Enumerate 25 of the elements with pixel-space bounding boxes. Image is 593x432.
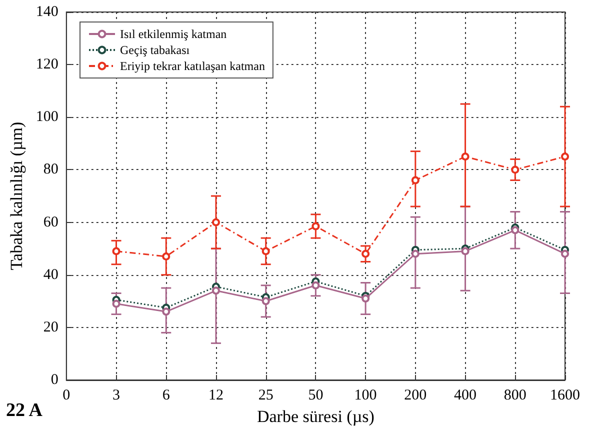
x-axis-title: Darbe süresi (µs) bbox=[256, 406, 374, 426]
y-axis-title: Tabaka kalınlığı (µm) bbox=[7, 122, 26, 270]
x-tick-label: 3 bbox=[112, 388, 120, 404]
y-tick-label: 140 bbox=[36, 4, 58, 20]
x-tick-label: 200 bbox=[404, 388, 427, 404]
x-tick-label: 25 bbox=[258, 388, 274, 404]
y-tick-label: 20 bbox=[43, 319, 58, 336]
x-tick-label: 1600 bbox=[550, 388, 580, 404]
y-tick-label: 40 bbox=[43, 266, 58, 283]
x-tick-label: 400 bbox=[454, 388, 477, 404]
text: 22 A bbox=[6, 400, 42, 422]
legend-label: Isıl etkilenmiş katman bbox=[120, 27, 227, 41]
y-tick-label: 60 bbox=[43, 214, 58, 230]
y-tick-label: 120 bbox=[36, 56, 58, 73]
y-tick-label: 0 bbox=[50, 372, 58, 388]
y-tick-label: 80 bbox=[43, 162, 58, 178]
x-tick-label: 6 bbox=[162, 388, 170, 404]
y-tick-label: 100 bbox=[36, 109, 58, 126]
x-tick-label: 800 bbox=[504, 388, 526, 404]
x-tick-label: 0 bbox=[62, 388, 70, 404]
x-tick-label: 50 bbox=[308, 388, 324, 404]
legend-label: Geçiş tabakası bbox=[120, 43, 190, 57]
legend-label: Eriyip tekrar katılaşan katman bbox=[120, 59, 265, 73]
x-tick-label: 12 bbox=[208, 388, 224, 404]
x-tick-label: 100 bbox=[354, 388, 377, 404]
